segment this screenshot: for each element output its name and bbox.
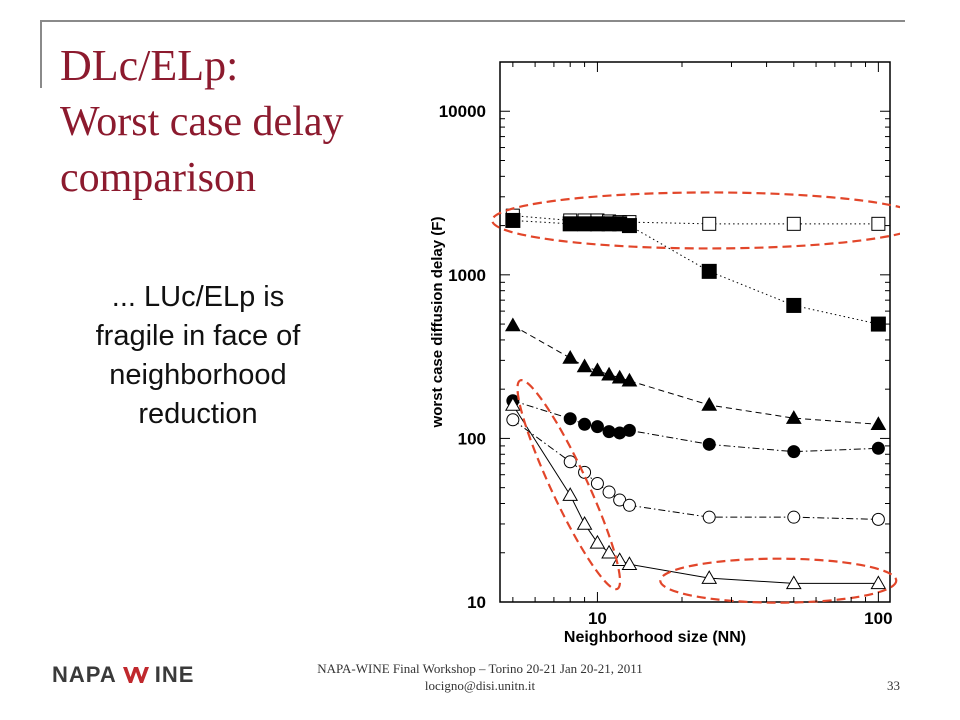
data-point (602, 425, 616, 439)
data-point (602, 485, 616, 499)
wine-glass-logo-icon (122, 667, 149, 683)
data-point (589, 362, 606, 377)
data-point (621, 556, 638, 571)
data-point (562, 487, 579, 501)
data-point (786, 216, 801, 231)
data-point (589, 534, 606, 549)
series-3 (504, 317, 887, 431)
data-point (702, 216, 717, 231)
data-point (611, 369, 628, 384)
slide-body-text: ... LUc/ELp is fragile in face of neighb… (52, 278, 344, 434)
footer-text: NAPA-WINE Final Workshop – Torino 20-21 … (240, 660, 720, 694)
data-point (506, 413, 520, 427)
data-point (504, 317, 521, 332)
series-4 (506, 394, 885, 459)
data-point (622, 498, 636, 512)
series-5 (506, 413, 885, 526)
data-point (786, 297, 802, 313)
data-point (563, 455, 577, 469)
data-point (787, 445, 801, 459)
data-point (870, 316, 886, 332)
series-6 (504, 397, 887, 590)
data-point (601, 544, 617, 559)
footer-line-1: NAPA-WINE Final Workshop – Torino 20-21 … (317, 661, 643, 676)
data-point (621, 372, 638, 387)
data-point (702, 437, 716, 451)
page-number: 33 (887, 678, 900, 693)
y-tick-label: 100 (458, 429, 486, 448)
data-point (787, 510, 801, 524)
data-point (701, 263, 717, 279)
body-line-3: neighborhood (109, 359, 287, 391)
y-tick-label: 1000 (448, 266, 486, 285)
series-2 (505, 212, 886, 332)
highlight-ellipse-left (516, 379, 622, 591)
delay-chart: 10 100 10 100 1000 10000 Neighborhood size (NN… (429, 61, 900, 646)
series-line (512, 419, 879, 520)
data-point (871, 216, 886, 231)
data-point (870, 575, 887, 590)
data-point (701, 397, 718, 411)
body-line-1: ... LUc/ELp is (111, 281, 285, 313)
slide-title: DLc/ELp: Worst case delay comparison (60, 38, 400, 206)
highlight-ellipse-top (491, 191, 900, 250)
body-line-2: fragile in face of (95, 320, 301, 352)
y-axis-label: worst case diffusion delay (F) (429, 217, 446, 429)
data-point (562, 216, 578, 232)
plot-frame (499, 61, 891, 603)
title-line-1: DLc/ELp: (60, 41, 239, 90)
x-axis-label: Neighborhood size (NN) (564, 629, 746, 646)
logo-text-left: NAPA (52, 662, 117, 687)
logo-text-right: INE (154, 662, 195, 687)
data-point (621, 218, 637, 234)
footer-line-2: locigno@disi.unitn.it (424, 678, 536, 693)
data-point (590, 477, 604, 491)
data-point (577, 216, 593, 232)
title-line-3: comparison (60, 155, 256, 201)
data-point (622, 423, 636, 437)
data-point (576, 515, 593, 530)
data-point (562, 350, 579, 364)
data-point (601, 366, 617, 381)
data-point (785, 575, 802, 590)
body-line-4: reduction (138, 398, 258, 430)
slide-frame-left (40, 20, 42, 88)
data-point (578, 417, 592, 431)
data-point (871, 512, 885, 526)
data-point (504, 397, 521, 411)
data-point (590, 420, 604, 434)
highlight-ellipse-bottom (659, 557, 898, 604)
data-point (785, 410, 802, 424)
data-point (870, 416, 887, 431)
title-line-2: Worst case delay (60, 99, 344, 145)
y-tick-label: 10 (467, 593, 486, 612)
napa-wine-logo: NAPA INE (52, 662, 194, 688)
y-tick-label: 10000 (439, 102, 486, 121)
data-point (701, 570, 718, 584)
x-tick-label: 100 (864, 609, 892, 628)
data-point (702, 510, 716, 524)
data-point (871, 441, 885, 455)
data-point (505, 212, 521, 228)
slide-frame-top (40, 20, 905, 22)
x-tick-label: 10 (588, 609, 607, 628)
series-line (512, 215, 879, 225)
data-point (563, 412, 577, 426)
data-point (576, 358, 593, 373)
